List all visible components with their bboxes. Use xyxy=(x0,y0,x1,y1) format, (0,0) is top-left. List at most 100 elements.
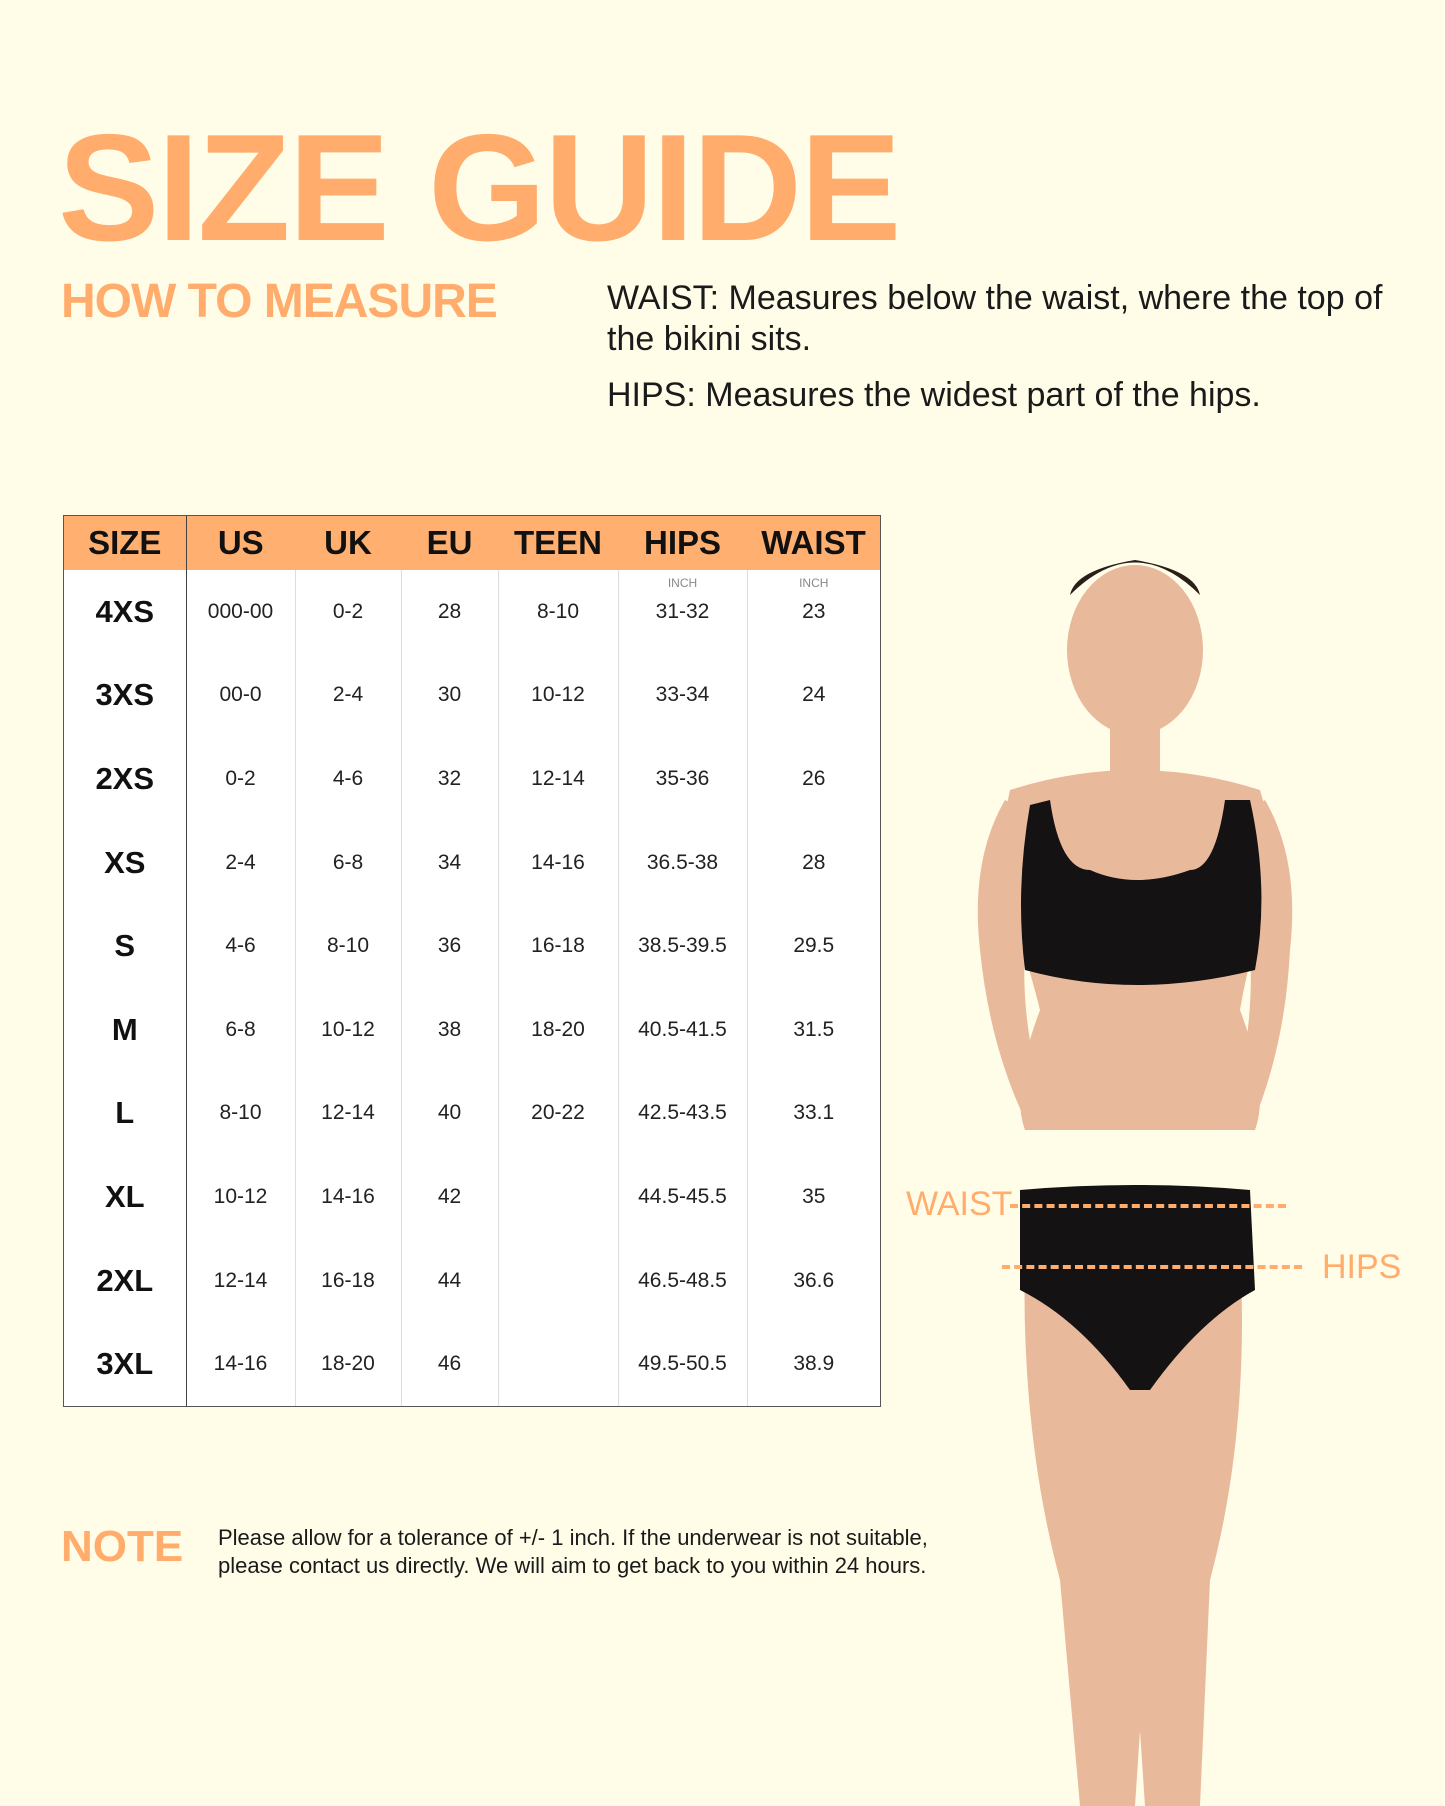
cell-value: 12-14 xyxy=(531,766,585,790)
table-cell xyxy=(497,1322,618,1406)
table-cell: 35 xyxy=(746,1155,880,1239)
cell-value: 42 xyxy=(437,1184,462,1208)
cell-value: 32 xyxy=(437,766,462,790)
cell-value: 16-18 xyxy=(321,1268,375,1292)
table-cell: 20-22 xyxy=(497,1071,618,1156)
waist-instruction: WAIST: Measures below the waist, where t… xyxy=(607,279,1383,358)
cell-value: 35 xyxy=(802,1184,826,1208)
cell-value: 33.1 xyxy=(793,1101,835,1125)
table-cell: 42 xyxy=(400,1155,498,1239)
column-header-waist: WAIST xyxy=(747,516,880,570)
table-cell: 24 xyxy=(746,653,880,738)
cell-value: 3XS xyxy=(95,677,155,713)
table-cell: 10-12 xyxy=(294,987,401,1072)
column-header-eu: EU xyxy=(401,516,498,570)
table-cell: 16-18 xyxy=(497,904,618,988)
cell-value: 18-20 xyxy=(531,1017,585,1041)
table-row: L 8-10 12-14 40 20-22 42.5-43.5 33.1 xyxy=(64,1071,880,1156)
table-row: S 4-6 8-10 36 16-18 38.5-39.5 29.5 xyxy=(64,904,880,988)
table-cell: 28 xyxy=(746,820,880,905)
cell-value: 4-6 xyxy=(225,934,256,958)
table-cell: 29.5 xyxy=(746,904,880,988)
table-cell: 0-2 xyxy=(185,737,295,821)
table-cell: 4-6 xyxy=(185,904,295,988)
unit-label: INCH xyxy=(667,576,698,590)
cell-value: 36.5-38 xyxy=(646,850,719,874)
size-cell: M xyxy=(64,987,187,1072)
cell-value: 4-6 xyxy=(332,766,364,790)
table-cell: 2-4 xyxy=(185,820,295,905)
cell-value: 6-8 xyxy=(225,1017,256,1041)
cell-value: 14-16 xyxy=(213,1352,268,1376)
cell-value: 23 xyxy=(802,599,826,623)
table-cell: 0-2 xyxy=(294,570,401,654)
cell-value: 10-12 xyxy=(531,683,585,707)
table-cell: 35-36 xyxy=(617,737,747,821)
page-title: SIZE GUIDE xyxy=(58,103,901,273)
waist-label: WAIST xyxy=(906,1185,1013,1223)
table-cell: 16-18 xyxy=(294,1238,401,1323)
table-cell: 38 xyxy=(400,987,498,1072)
hips-instruction: HIPS: Measures the widest part of the hi… xyxy=(607,376,1261,414)
cell-value: 8-10 xyxy=(219,1101,262,1125)
hips-dashed-line xyxy=(1002,1265,1302,1269)
waist-dashed-line xyxy=(1010,1204,1286,1208)
cell-value: 49.5-50.5 xyxy=(638,1352,727,1376)
table-cell: 8-10 xyxy=(185,1071,295,1156)
column-header-hips: HIPS xyxy=(618,516,747,570)
table-cell: 000-00 xyxy=(185,570,295,654)
cell-value: 8-10 xyxy=(326,934,370,958)
cell-value: 40 xyxy=(437,1101,462,1125)
table-row: XS 2-4 6-8 34 14-16 36.5-38 28 xyxy=(64,820,880,905)
cell-value: M xyxy=(111,1011,138,1047)
cell-value: 14-16 xyxy=(321,1184,375,1208)
table-header-row: SIZE US UK EU TEEN HIPS WAIST xyxy=(64,516,880,570)
table-cell: 36.5-38 xyxy=(617,820,747,905)
table-cell: 18-20 xyxy=(497,987,618,1072)
table-cell: 36 xyxy=(400,904,498,988)
table-cell: 12-14 xyxy=(294,1071,401,1156)
cell-value: 36 xyxy=(437,934,462,958)
table-cell: 42.5-43.5 xyxy=(617,1071,747,1156)
size-cell: L xyxy=(64,1071,187,1156)
cell-value: XS xyxy=(104,844,146,880)
cell-value: 18-20 xyxy=(321,1352,375,1376)
cell-value: 2-4 xyxy=(225,850,256,874)
cell-value: 0-2 xyxy=(225,766,256,790)
table-cell: 44 xyxy=(400,1238,498,1323)
table-row: 4XS 000-00 0-2 28 8-10 INCH 31-32 INCH 23 xyxy=(64,570,880,654)
table-cell: 33-34 xyxy=(617,653,747,738)
cell-value: S xyxy=(114,928,136,964)
table-cell: 14-16 xyxy=(185,1322,295,1406)
column-header-teen: TEEN xyxy=(498,516,618,570)
table-cell: 12-14 xyxy=(497,737,618,821)
cell-value: 46 xyxy=(437,1352,462,1376)
size-cell: XL xyxy=(64,1155,187,1239)
table-cell: 6-8 xyxy=(294,820,401,905)
cell-value: 38 xyxy=(437,1017,462,1041)
unit-label: INCH xyxy=(799,576,829,590)
table-cell: 36.6 xyxy=(746,1238,880,1323)
table-cell: 46.5-48.5 xyxy=(617,1238,747,1323)
table-cell: 38.9 xyxy=(746,1322,880,1406)
size-cell: 3XS xyxy=(64,653,187,738)
table-cell: 40.5-41.5 xyxy=(617,987,747,1072)
table-cell: 31.5 xyxy=(746,987,880,1072)
column-header-us: US xyxy=(186,516,295,570)
cell-value: 0-2 xyxy=(332,599,364,623)
cell-value: 40.5-41.5 xyxy=(638,1017,727,1041)
note-text: Please allow for a tolerance of +/- 1 in… xyxy=(218,1525,928,1578)
cell-value: 2-4 xyxy=(332,683,364,707)
cell-value: XL xyxy=(104,1178,145,1214)
table-cell: 14-16 xyxy=(294,1155,401,1239)
cell-value: 00-0 xyxy=(219,683,262,707)
table-row: XL 10-12 14-16 42 44.5-45.5 35 xyxy=(64,1155,880,1239)
size-cell: 3XL xyxy=(64,1322,187,1406)
size-cell: S xyxy=(64,904,187,988)
cell-value: 28 xyxy=(437,599,462,623)
size-table: SIZE US UK EU TEEN HIPS WAIST 4XS 000-00 0-2 28 8-… xyxy=(63,515,881,1407)
cell-value: 6-8 xyxy=(332,850,364,874)
table-row: 2XS 0-2 4-6 32 12-14 35-36 26 xyxy=(64,737,880,821)
hips-label: HIPS xyxy=(1322,1248,1402,1286)
cell-value: 26 xyxy=(802,766,826,790)
